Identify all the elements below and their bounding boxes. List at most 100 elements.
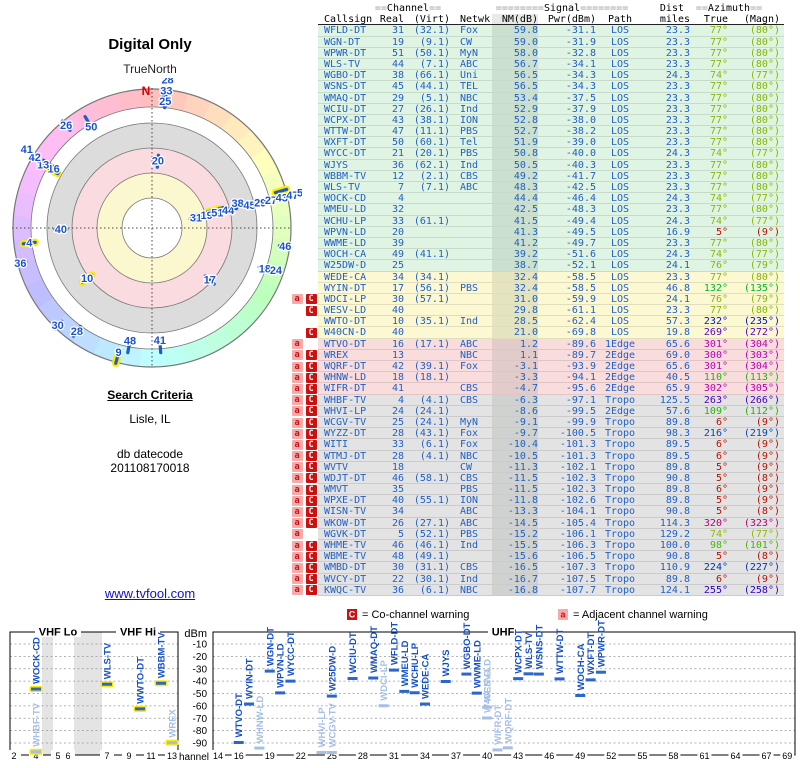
cell-azimuth-true: 74° <box>709 215 728 227</box>
azimuth-group-header: ==Azimuth== <box>695 3 763 14</box>
table-row: a C WCGV-TV 25 (24.1) MyN -9.1 -99.9 Tropo 89.8 6°… <box>290 416 798 429</box>
cell-distance: 16.9 <box>665 226 690 238</box>
table-row: a C WHVI-LP 24 (24.1) -8.6 -99.5 2Edge 57.6 109° (… <box>290 405 798 417</box>
cell-azimuth-true: 6° <box>715 439 728 451</box>
station-spoke <box>223 206 239 213</box>
cell-noise-margin: 41.5 <box>492 215 538 227</box>
tvfool-link[interactable]: www.tvfool.com <box>104 586 196 601</box>
cell-callsign: WCPX-DT <box>324 114 367 126</box>
hue-segment <box>220 313 251 343</box>
cell-azimuth-magnetic: (80°) <box>749 159 780 171</box>
tvfool-link-container: www.tvfool.com <box>0 586 300 601</box>
cell-network: CBS <box>460 383 479 395</box>
channel-label: 24 <box>270 265 283 277</box>
cell-noise-margin: 50.8 <box>492 148 538 159</box>
cell-distance: 65.9 <box>665 383 690 395</box>
cell-noise-margin: -16.5 <box>492 562 538 573</box>
cell-azimuth-magnetic: (258°) <box>743 584 780 596</box>
co-channel-warning-badge: C <box>305 406 317 417</box>
table-row: a C WQRF-DT 42 (39.1) Fox -3.1 -93.9 2Edge 65.6 30… <box>290 361 798 373</box>
cell-network <box>450 272 492 282</box>
station-label-group: WOCH-CA <box>576 643 587 690</box>
cell-azimuth-magnetic: (77°) <box>749 215 780 227</box>
cell-virtual-channel <box>404 350 450 360</box>
cell-power: -61.1 <box>565 305 596 317</box>
cell-power: -99.5 <box>565 405 596 417</box>
channel-label: 36 <box>14 258 26 270</box>
cell-path: LOS <box>610 170 630 182</box>
cell-distance: 23.3 <box>665 237 690 249</box>
cell-path: LOS <box>610 70 630 82</box>
tick-patch <box>51 750 65 760</box>
cell-real-channel: 39 <box>391 237 404 249</box>
table-row: a C WYZZ-DT 28 (43.1) Fox -9.7 -100.5 Tropo 98.3 2… <box>290 428 798 440</box>
cell-real-channel: 20 <box>391 226 404 238</box>
cell-callsign: WESV-LD <box>324 305 367 317</box>
cell-power: -58.5 <box>565 271 596 283</box>
cell-noise-margin: -14.5 <box>492 517 538 529</box>
cell-azimuth-true: 77° <box>709 271 728 283</box>
table-row: a C WHBF-TV 4 (4.1) CBS -6.3 -97.1 Tropo 125.5 263… <box>290 394 798 406</box>
cell-power: -93.9 <box>565 361 596 372</box>
cell-virtual-channel: (7.1) <box>419 58 450 70</box>
cell-noise-margin: -10.5 <box>492 450 538 462</box>
cell-noise-margin: -8.6 <box>492 405 538 417</box>
cell-distance: 89.8 <box>665 484 690 496</box>
cell-azimuth-true: 74° <box>709 70 728 82</box>
hue-segment <box>251 148 279 179</box>
station-label: WCIU-DT <box>348 632 359 673</box>
station-spoke <box>264 265 279 273</box>
cell-path: LOS <box>610 293 630 305</box>
cell-network: ABC <box>460 58 479 70</box>
cell-distance: 110.9 <box>659 562 690 574</box>
channel-label: 30 <box>52 320 64 332</box>
cell-azimuth-true: 6° <box>715 450 728 462</box>
search-criteria-heading: Search Criteria <box>0 388 300 402</box>
cell-azimuth-magnetic: (79°) <box>749 293 780 305</box>
cell-noise-margin: 52.9 <box>492 103 538 115</box>
station-label-group: WJYS <box>441 650 452 677</box>
co-channel-warning-badge: C <box>305 551 317 562</box>
cell-azimuth-true: 77° <box>709 237 728 249</box>
cell-azimuth-magnetic: (77°) <box>749 148 780 160</box>
cell-azimuth-magnetic: (135°) <box>743 282 780 294</box>
cell-power: -52.1 <box>565 260 596 272</box>
cell-power: -48.3 <box>565 204 596 216</box>
cell-power: -94.1 <box>565 372 596 384</box>
cell-callsign: WTVO-DT <box>324 338 367 350</box>
cell-callsign: W25DW-D <box>324 260 367 272</box>
tick-patch <box>324 750 339 760</box>
cell-azimuth-true: 132° <box>703 282 728 294</box>
cell-distance: 129.2 <box>659 528 690 540</box>
station-label: WOCK-CD <box>32 637 43 684</box>
cell-distance: 23.3 <box>665 103 690 115</box>
cell-virtual-channel <box>404 260 450 270</box>
cell-real-channel: 17 <box>391 282 404 294</box>
cell-azimuth-true: 77° <box>709 25 728 37</box>
signal-marker <box>326 694 337 698</box>
station-label-group: WGBO-DT <box>462 622 473 669</box>
cell-path: Tropo <box>604 416 636 428</box>
tick-patch <box>604 750 619 760</box>
adjacent-warning-badge: a <box>291 518 303 529</box>
station-label-group: WYIN-DT <box>245 658 256 699</box>
cell-path: LOS <box>610 25 630 37</box>
cell-distance: 24.3 <box>665 148 690 160</box>
cell-azimuth-magnetic: (79°) <box>749 260 780 272</box>
signal-marker <box>254 746 265 750</box>
channel-tick-label: 11 <box>146 751 155 761</box>
cell-network: PBS <box>460 126 479 138</box>
table-row: a C WKOW-DT 26 (27.1) ABC -14.5 -105.4 Tropo 114.… <box>290 517 798 529</box>
channel-label: 45 <box>243 200 255 212</box>
cell-virtual-channel: (52.1) <box>413 528 450 540</box>
cell-noise-margin: -10.4 <box>492 439 538 450</box>
cell-path: LOS <box>610 81 630 93</box>
station-label: WYCC-DT <box>286 631 297 676</box>
signal-marker <box>575 693 586 697</box>
channel-label: 47 <box>286 190 298 202</box>
cell-azimuth-magnetic: (77°) <box>749 528 780 540</box>
cell-callsign: KWQC-TV <box>324 584 367 596</box>
cell-noise-margin: 50.5 <box>492 159 538 171</box>
signal-marker <box>31 750 41 754</box>
station-spoke <box>114 351 121 365</box>
